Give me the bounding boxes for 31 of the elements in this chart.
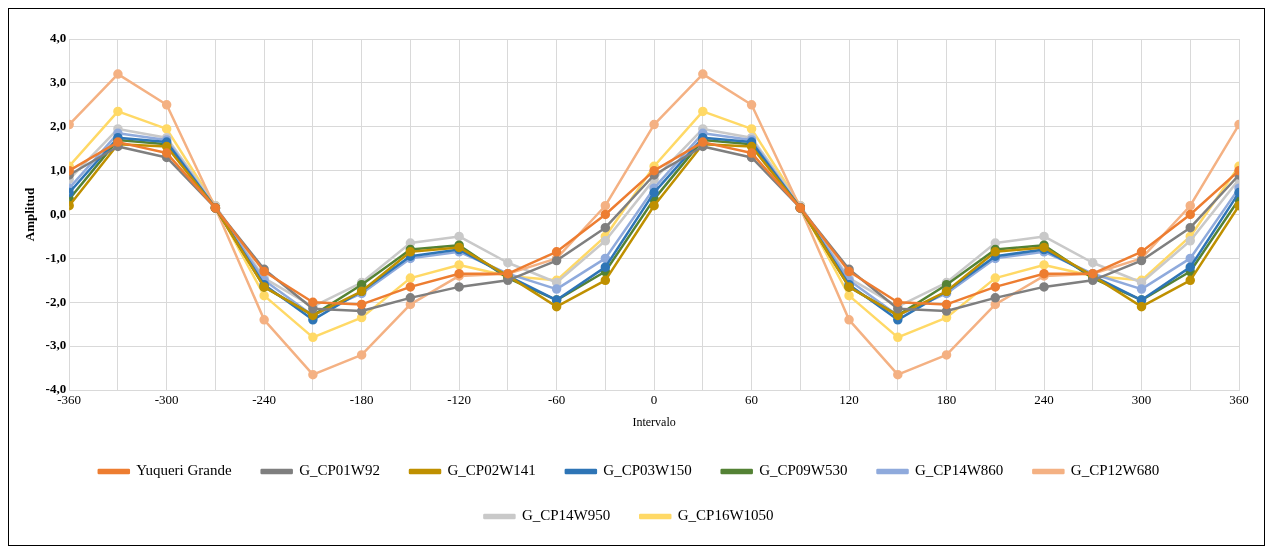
y-tick-label: -2,0	[45, 293, 67, 309]
x-tick-label: -300	[154, 392, 179, 408]
legend-label: G_CP09W530	[759, 462, 848, 479]
x-tick-label: 360	[1229, 392, 1249, 408]
x-tick-label: 180	[936, 392, 957, 408]
x-tick-label: 0	[650, 392, 658, 408]
legend-label: G_CP14W950	[521, 507, 611, 524]
x-tick-label: -120	[447, 392, 472, 408]
y-axis-title: Amplitud	[22, 187, 38, 242]
y-tick-label: 3,0	[49, 74, 67, 90]
x-tick-label: 60	[745, 392, 759, 408]
legend-label: G_CP12W680	[1070, 462, 1160, 479]
x-tick-label: -240	[252, 392, 277, 408]
y-tick-label: 4,0	[49, 30, 67, 46]
x-tick-label: -180	[349, 392, 374, 408]
y-tick-label: -3,0	[45, 337, 67, 353]
y-tick-label: 2,0	[49, 118, 67, 134]
y-tick-label: 0,0	[49, 205, 67, 221]
legend-label: G_CP02W141	[447, 462, 536, 479]
y-tick-label: -1,0	[45, 249, 67, 265]
x-axis-title: Intervalo	[632, 414, 676, 429]
y-tick-label: 1,0	[49, 161, 67, 177]
legend-label: G_CP16W1050	[677, 507, 774, 524]
x-tick-label: 300	[1131, 392, 1152, 408]
legend-label: G_CP01W92	[299, 462, 381, 479]
legend-label: Yuqueri Grande	[136, 462, 233, 479]
x-tick-label: -60	[547, 392, 566, 408]
x-tick-label: 120	[839, 392, 859, 408]
x-tick-label: 240	[1034, 392, 1054, 408]
legend-label: G_CP14W860	[915, 462, 1004, 479]
legend-label: G_CP03W150	[603, 462, 692, 479]
